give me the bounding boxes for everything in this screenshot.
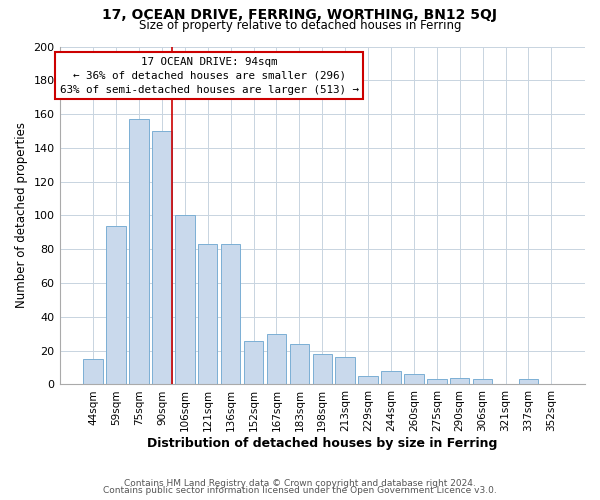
Bar [244, 340, 263, 384]
Bar [83, 359, 103, 384]
Bar [358, 376, 378, 384]
Bar [335, 358, 355, 384]
Bar [450, 378, 469, 384]
Bar [198, 244, 217, 384]
Text: Contains public sector information licensed under the Open Government Licence v3: Contains public sector information licen… [103, 486, 497, 495]
Bar [221, 244, 241, 384]
Bar [267, 334, 286, 384]
Bar [404, 374, 424, 384]
Bar [473, 380, 493, 384]
Bar [152, 131, 172, 384]
Text: 17, OCEAN DRIVE, FERRING, WORTHING, BN12 5QJ: 17, OCEAN DRIVE, FERRING, WORTHING, BN12… [103, 8, 497, 22]
Bar [313, 354, 332, 384]
Bar [427, 380, 446, 384]
Bar [106, 226, 126, 384]
X-axis label: Distribution of detached houses by size in Ferring: Distribution of detached houses by size … [147, 437, 497, 450]
Y-axis label: Number of detached properties: Number of detached properties [15, 122, 28, 308]
Bar [290, 344, 309, 385]
Text: 17 OCEAN DRIVE: 94sqm
← 36% of detached houses are smaller (296)
63% of semi-det: 17 OCEAN DRIVE: 94sqm ← 36% of detached … [60, 56, 359, 94]
Bar [519, 380, 538, 384]
Text: Size of property relative to detached houses in Ferring: Size of property relative to detached ho… [139, 19, 461, 32]
Bar [381, 371, 401, 384]
Bar [129, 119, 149, 384]
Text: Contains HM Land Registry data © Crown copyright and database right 2024.: Contains HM Land Registry data © Crown c… [124, 478, 476, 488]
Bar [175, 216, 194, 384]
